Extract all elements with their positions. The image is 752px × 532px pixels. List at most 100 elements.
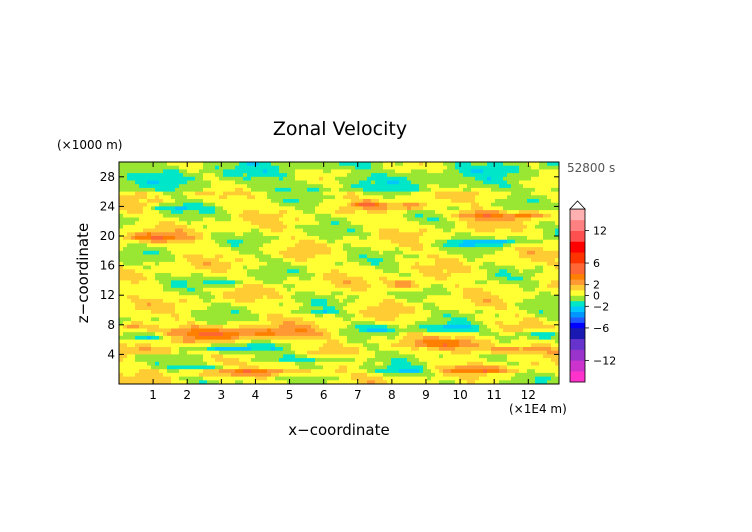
heatmap-cell: [175, 321, 180, 326]
heatmap-cell: [363, 217, 368, 222]
heatmap-cell: [275, 321, 280, 326]
heatmap-cell: [191, 261, 196, 267]
heatmap-cell: [187, 343, 192, 348]
heatmap-cell: [243, 173, 248, 178]
heatmap-cell: [419, 276, 424, 281]
heatmap-cell: [291, 254, 296, 259]
heatmap-cell: [279, 354, 284, 359]
heatmap-cell: [167, 302, 172, 307]
heatmap-cell: [391, 332, 396, 337]
heatmap-cell: [439, 165, 444, 170]
heatmap-cell: [375, 202, 380, 207]
heatmap-cell: [239, 202, 244, 207]
heatmap-cell: [331, 195, 336, 200]
heatmap-cell: [339, 280, 344, 285]
heatmap-cell: [223, 332, 228, 337]
heatmap-cell: [119, 350, 124, 355]
heatmap-cell: [395, 343, 400, 348]
heatmap-cell: [335, 202, 340, 207]
heatmap-cell: [211, 243, 216, 248]
heatmap-cell: [311, 380, 316, 384]
heatmap-cell: [439, 306, 444, 311]
heatmap-cell: [215, 369, 220, 374]
heatmap-cell: [187, 321, 192, 326]
heatmap-cell: [307, 239, 312, 244]
heatmap-cell: [439, 302, 444, 307]
heatmap-cell: [259, 247, 264, 252]
heatmap-cell: [131, 361, 136, 367]
heatmap-cell: [423, 350, 428, 355]
heatmap-cell: [439, 354, 444, 359]
heatmap-cell: [135, 380, 140, 384]
heatmap-cell: [219, 232, 224, 237]
heatmap-cell: [431, 195, 436, 200]
heatmap-cell: [359, 202, 364, 207]
heatmap-cell: [171, 250, 176, 256]
heatmap-cell: [335, 191, 340, 196]
heatmap-cell: [387, 358, 392, 363]
heatmap-cell: [171, 328, 176, 333]
heatmap-cell: [427, 176, 432, 182]
heatmap-cell: [355, 258, 360, 263]
heatmap-cell: [427, 191, 432, 196]
heatmap-cell: [423, 376, 428, 381]
heatmap-cell: [331, 335, 336, 341]
heatmap-cell: [307, 162, 312, 167]
heatmap-cell: [339, 321, 344, 326]
heatmap-cell: [427, 280, 432, 285]
heatmap-cell: [243, 191, 248, 196]
heatmap-cell: [407, 280, 412, 285]
heatmap-cell: [363, 265, 368, 270]
heatmap-cell: [347, 365, 352, 370]
heatmap-cell: [315, 302, 320, 307]
heatmap-cell: [311, 376, 316, 381]
heatmap-cell: [247, 187, 252, 193]
heatmap-cell: [371, 354, 376, 359]
heatmap-cell: [299, 324, 304, 330]
heatmap-cell: [431, 173, 436, 178]
heatmap-cell: [231, 191, 236, 196]
heatmap-cell: [331, 169, 336, 174]
heatmap-cell: [175, 187, 180, 193]
heatmap-cell: [407, 273, 412, 278]
heatmap-cell: [319, 195, 324, 200]
heatmap-cell: [307, 339, 312, 344]
heatmap-cell: [319, 199, 324, 204]
heatmap-cell: [311, 332, 316, 337]
heatmap-cell: [279, 298, 284, 304]
heatmap-cell: [407, 324, 412, 330]
heatmap-cell: [243, 380, 248, 384]
heatmap-cell: [399, 176, 404, 182]
heatmap-cell: [311, 291, 316, 296]
heatmap-cell: [263, 187, 268, 193]
heatmap-cell: [419, 206, 424, 211]
heatmap-cell: [399, 180, 404, 185]
heatmap-cell: [347, 224, 352, 230]
heatmap-cell: [343, 232, 348, 237]
heatmap-cell: [263, 298, 268, 304]
heatmap-cell: [283, 173, 288, 178]
heatmap-cell: [295, 265, 300, 270]
heatmap-cell: [155, 291, 160, 296]
heatmap-cell: [427, 224, 432, 230]
heatmap-cell: [147, 180, 152, 185]
heatmap-cell: [183, 265, 188, 270]
heatmap-cell: [391, 302, 396, 307]
heatmap-cell: [383, 162, 388, 167]
heatmap-cell: [359, 206, 364, 211]
heatmap-cell: [175, 332, 180, 337]
heatmap-cell: [387, 191, 392, 196]
heatmap-cell: [195, 310, 200, 315]
heatmap-cell: [367, 247, 372, 252]
heatmap-cell: [271, 369, 276, 374]
heatmap-cell: [195, 324, 200, 330]
heatmap-cell: [355, 276, 360, 281]
heatmap-cell: [123, 376, 128, 381]
heatmap-cell: [143, 339, 148, 344]
heatmap-cell: [399, 343, 404, 348]
heatmap-cell: [315, 317, 320, 322]
heatmap-cell: [167, 224, 172, 230]
heatmap-cell: [443, 247, 448, 252]
heatmap-cell: [303, 376, 308, 381]
heatmap-cell: [435, 165, 440, 170]
